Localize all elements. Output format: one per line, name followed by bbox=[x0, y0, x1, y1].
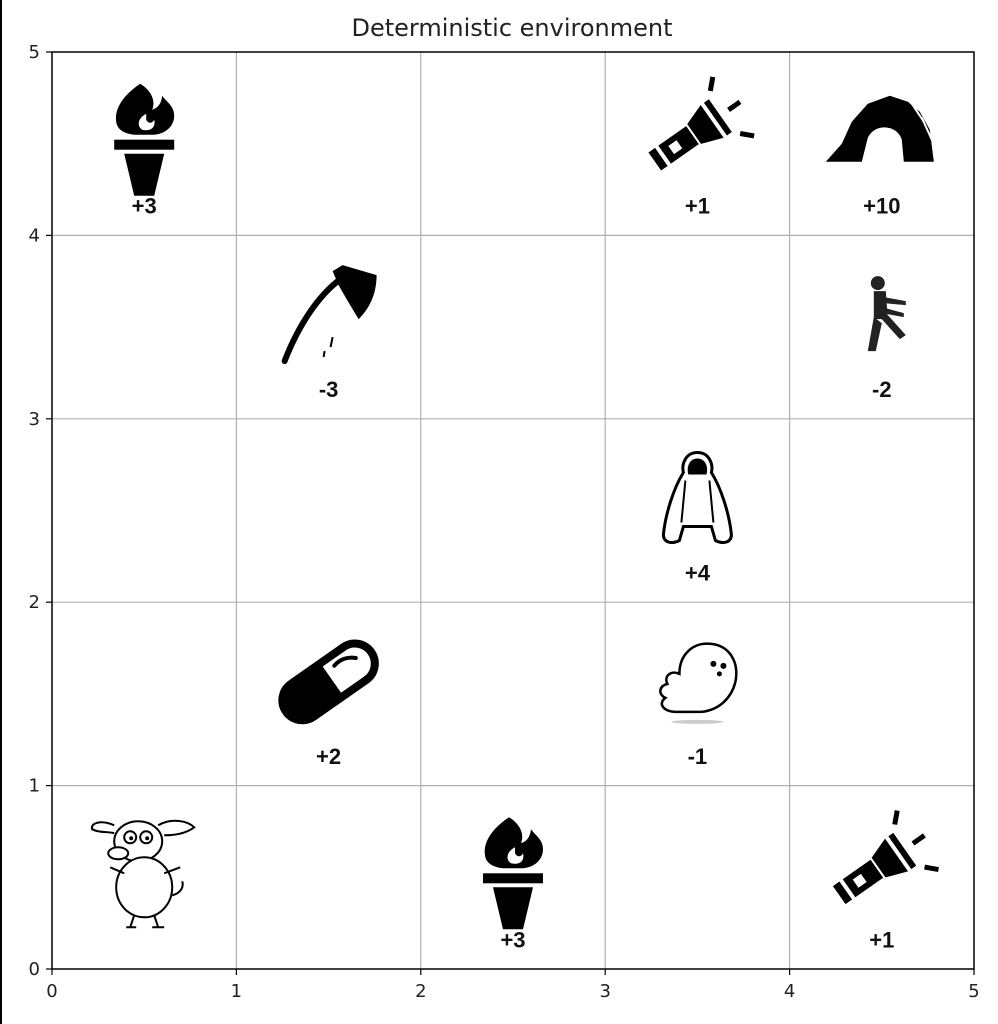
x-tick-label: 1 bbox=[231, 981, 242, 1002]
plot-frame bbox=[51, 51, 975, 970]
reward-label: -1 bbox=[688, 744, 708, 769]
x-tick-label: 4 bbox=[784, 981, 795, 1002]
reward-label: -2 bbox=[872, 377, 892, 402]
torch-icon bbox=[114, 83, 175, 196]
grid-cells: +3 +1 +10 -3 -2 +4 +2 -1 +3 +1 bbox=[91, 76, 939, 952]
reward-label: +2 bbox=[316, 744, 341, 769]
ghost-icon bbox=[659, 642, 738, 724]
chart-title: Deterministic environment bbox=[351, 14, 672, 42]
x-tick-label: 3 bbox=[599, 981, 610, 1002]
y-tick-label: 1 bbox=[29, 776, 40, 797]
y-tick-label: 5 bbox=[29, 42, 40, 63]
axis-ticks: 0 1 2 3 4 5 0 1 2 3 4 5 bbox=[29, 42, 980, 1002]
reward-label: +3 bbox=[500, 927, 525, 952]
cave-icon bbox=[825, 95, 934, 162]
reward-label: +4 bbox=[685, 561, 711, 586]
left-border bbox=[0, 0, 2, 1024]
y-tick-label: 4 bbox=[29, 225, 40, 246]
y-tick-label: 2 bbox=[29, 592, 40, 613]
reward-label: +1 bbox=[869, 927, 894, 952]
y-tick-label: 0 bbox=[29, 959, 40, 980]
pill-icon bbox=[278, 639, 379, 725]
axe-icon bbox=[281, 265, 377, 365]
reward-label: +10 bbox=[863, 194, 900, 219]
x-tick-label: 5 bbox=[968, 981, 979, 1002]
reward-label: +3 bbox=[132, 194, 157, 219]
cloak-icon bbox=[661, 450, 733, 544]
dog-icon bbox=[91, 819, 196, 929]
torch-icon bbox=[483, 817, 543, 930]
flashlight-icon bbox=[832, 810, 939, 905]
reward-label: -3 bbox=[319, 377, 339, 402]
gridlines bbox=[52, 52, 974, 969]
x-tick-label: 0 bbox=[46, 981, 57, 1002]
flashlight-icon bbox=[648, 76, 755, 171]
y-tick-label: 3 bbox=[29, 409, 40, 430]
reward-label: +1 bbox=[685, 194, 710, 219]
x-tick-label: 2 bbox=[415, 981, 426, 1002]
zombie-icon bbox=[867, 276, 906, 352]
